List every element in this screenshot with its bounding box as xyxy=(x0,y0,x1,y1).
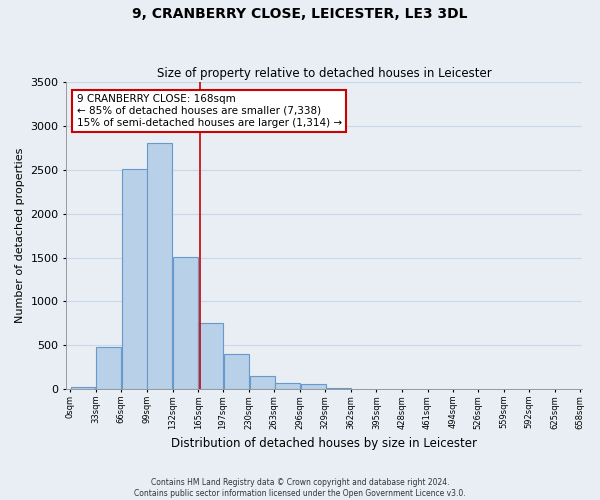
Bar xyxy=(173,256,198,389)
Y-axis label: Number of detached properties: Number of detached properties xyxy=(15,148,25,324)
Bar xyxy=(147,142,172,389)
Title: Size of property relative to detached houses in Leicester: Size of property relative to detached ho… xyxy=(157,66,491,80)
Bar xyxy=(326,388,352,389)
Text: Contains HM Land Registry data © Crown copyright and database right 2024.
Contai: Contains HM Land Registry data © Crown c… xyxy=(134,478,466,498)
Bar xyxy=(96,347,121,389)
Bar xyxy=(301,384,326,389)
Bar xyxy=(199,324,223,389)
Bar xyxy=(250,376,275,389)
Text: 9 CRANBERRY CLOSE: 168sqm
← 85% of detached houses are smaller (7,338)
15% of se: 9 CRANBERRY CLOSE: 168sqm ← 85% of detac… xyxy=(77,94,342,128)
Bar xyxy=(275,383,300,389)
Bar xyxy=(224,354,249,389)
Bar xyxy=(71,388,95,389)
X-axis label: Distribution of detached houses by size in Leicester: Distribution of detached houses by size … xyxy=(171,437,477,450)
Text: 9, CRANBERRY CLOSE, LEICESTER, LE3 3DL: 9, CRANBERRY CLOSE, LEICESTER, LE3 3DL xyxy=(132,8,468,22)
Bar xyxy=(122,169,146,389)
